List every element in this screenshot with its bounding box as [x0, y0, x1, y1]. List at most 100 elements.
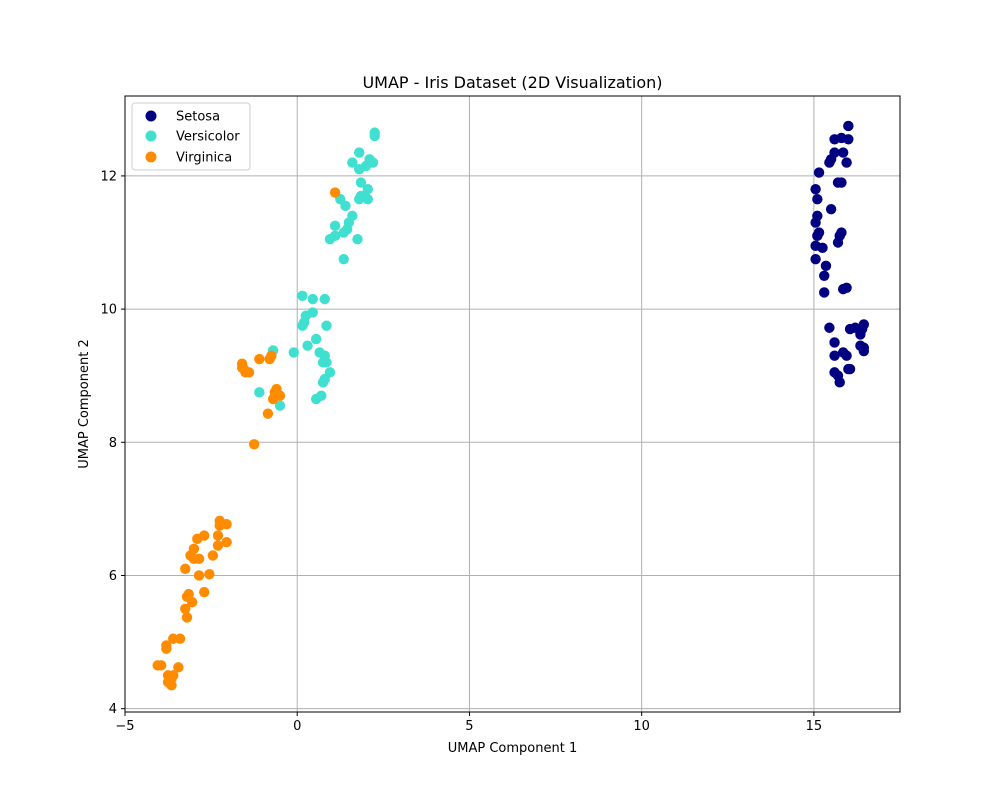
legend-box — [131, 102, 251, 171]
data-point-virginica — [264, 353, 275, 365]
data-point-versicolor — [362, 194, 374, 205]
data-point-setosa — [832, 237, 844, 248]
data-point-setosa — [820, 260, 832, 272]
x-tick-label: 10 — [633, 719, 650, 734]
data-point-setosa — [855, 329, 866, 340]
data-point-versicolor — [354, 194, 365, 205]
data-point-versicolor — [329, 220, 341, 232]
legend-marker-virginica — [145, 151, 157, 163]
data-point-setosa — [858, 345, 870, 357]
data-point-setosa — [824, 322, 835, 333]
data-point-setosa — [836, 177, 847, 188]
x-tick-label: 0 — [293, 719, 301, 734]
data-point-setosa — [812, 230, 823, 242]
data-point-virginica — [181, 612, 193, 623]
data-point-versicolor — [310, 333, 322, 345]
data-point-versicolor — [317, 377, 329, 388]
data-point-virginica — [166, 680, 177, 691]
data-point-versicolor — [319, 293, 330, 305]
data-point-virginica — [204, 568, 215, 580]
scatter-points — [152, 120, 870, 691]
chart-title: UMAP - Iris Dataset (2D Visualization) — [362, 73, 662, 92]
data-point-setosa — [819, 270, 830, 282]
legend-marker-setosa — [145, 110, 157, 122]
data-point-virginica — [161, 643, 172, 654]
data-point-virginica — [329, 187, 341, 198]
data-point-virginica — [267, 393, 279, 405]
data-point-versicolor — [254, 387, 265, 398]
data-point-setosa — [829, 350, 840, 361]
x-axis-label: UMAP Component 1 — [448, 741, 577, 756]
data-point-virginica — [174, 633, 186, 644]
y-axis-ticks: 4 6 8 10 12 — [100, 169, 125, 717]
legend: Setosa Versicolor Virginica — [131, 102, 251, 171]
data-point-virginica — [199, 586, 210, 598]
data-point-virginica — [254, 353, 265, 365]
data-point-virginica — [214, 520, 225, 531]
data-point-versicolor — [302, 340, 313, 351]
data-point-setosa — [810, 184, 821, 195]
data-point-versicolor — [355, 177, 367, 188]
data-point-setosa — [825, 204, 837, 215]
data-point-setosa — [810, 217, 821, 228]
x-axis-ticks: −5 0 5 10 15 — [115, 712, 822, 734]
data-point-versicolor — [288, 347, 299, 358]
data-point-versicolor — [321, 320, 332, 331]
data-point-versicolor — [321, 357, 332, 368]
data-point-versicolor — [324, 233, 336, 245]
data-point-versicolor — [354, 164, 365, 175]
data-point-versicolor — [338, 253, 349, 265]
data-point-setosa — [844, 363, 856, 375]
data-point-versicolor — [347, 157, 358, 168]
data-point-setosa — [844, 323, 856, 335]
data-point-setosa — [829, 337, 840, 348]
y-axis-label: UMAP Component 2 — [77, 339, 92, 468]
y-tick-label: 12 — [100, 169, 117, 184]
y-tick-label: 10 — [100, 303, 117, 318]
data-point-setosa — [812, 194, 823, 205]
data-point-virginica — [262, 408, 274, 419]
data-point-virginica — [186, 596, 198, 608]
legend-label-setosa: Setosa — [176, 110, 220, 125]
data-point-versicolor — [297, 290, 308, 301]
data-point-virginica — [193, 570, 205, 581]
plot-area-frame — [124, 95, 901, 713]
data-point-setosa — [819, 287, 830, 298]
data-point-versicolor — [274, 400, 286, 411]
data-point-setosa — [810, 253, 821, 265]
data-point-setosa — [824, 157, 835, 168]
data-point-virginica — [207, 550, 219, 561]
legend-marker-versicolor — [145, 130, 157, 142]
x-tick-label: 5 — [465, 719, 473, 734]
x-tick-label: 15 — [806, 719, 823, 734]
data-point-versicolor — [310, 393, 322, 405]
data-point-setosa — [841, 350, 852, 361]
data-point-setosa — [813, 167, 825, 178]
y-tick-label: 4 — [109, 702, 117, 717]
data-point-virginica — [188, 553, 200, 565]
data-point-versicolor — [352, 233, 363, 245]
legend-label-versicolor: Versicolor — [176, 130, 240, 145]
legend-label-virginica: Virginica — [176, 151, 232, 166]
data-point-versicolor — [340, 200, 351, 212]
data-point-versicolor — [369, 130, 380, 142]
data-point-setosa — [841, 282, 852, 293]
data-point-virginica — [212, 530, 224, 541]
data-point-virginica — [152, 660, 163, 671]
data-point-virginica — [173, 662, 184, 673]
data-point-virginica — [180, 563, 191, 575]
data-point-setosa — [843, 134, 854, 145]
data-point-virginica — [243, 367, 255, 378]
data-point-versicolor — [307, 293, 318, 305]
data-point-virginica — [192, 533, 203, 545]
x-tick-label: −5 — [115, 719, 134, 734]
data-point-virginica — [248, 439, 260, 450]
data-point-versicolor — [338, 227, 349, 238]
data-point-setosa — [837, 147, 849, 158]
data-point-setosa — [841, 157, 852, 168]
data-point-virginica — [212, 540, 224, 551]
data-point-virginica — [180, 603, 191, 614]
data-point-setosa — [817, 242, 828, 254]
data-point-setosa — [843, 120, 854, 132]
